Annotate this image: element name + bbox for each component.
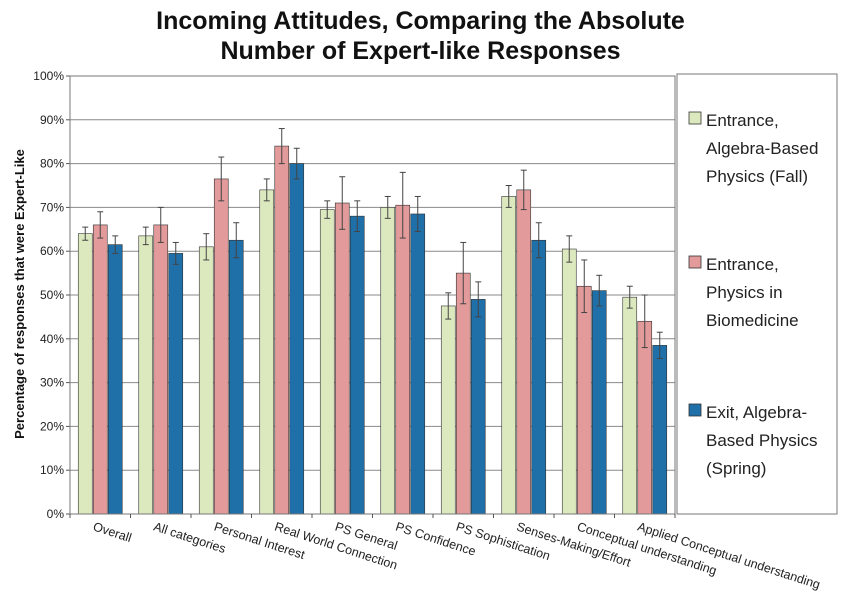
bar [395, 204, 411, 515]
y-tick-label: 70% [40, 200, 64, 214]
chart-title: Incoming Attitudes, Comparing the Absolu… [0, 6, 841, 66]
y-tick-label: 20% [40, 419, 64, 433]
legend-label: Biomedicine [706, 311, 799, 330]
bar [138, 235, 154, 515]
bar [349, 215, 365, 515]
legend-swatch [688, 403, 702, 417]
bar [622, 296, 638, 515]
y-tick-label: 10% [40, 463, 64, 477]
bar [228, 239, 244, 515]
bar [576, 285, 592, 515]
legend-label: Exit, Algebra- [706, 403, 807, 422]
legend-label: (Spring) [706, 459, 766, 478]
bar [410, 213, 426, 515]
bar [561, 248, 577, 515]
y-tick-label: 50% [40, 288, 64, 302]
y-tick-label: 40% [40, 332, 64, 346]
y-tick-label: 80% [40, 157, 64, 171]
bar [274, 145, 290, 515]
chart-title-line-2: Number of Expert-like Responses [220, 37, 621, 65]
x-tick-label: Overall [91, 520, 133, 546]
bar [591, 290, 607, 515]
bar [380, 207, 396, 515]
legend-box [676, 73, 838, 515]
bar [440, 305, 456, 515]
y-axis-label: Percentage of responses that were Expert… [12, 149, 27, 439]
y-tick-label: 100% [33, 69, 64, 83]
bar [289, 163, 305, 515]
bar [652, 345, 668, 515]
bar [531, 239, 547, 515]
bar [637, 320, 653, 515]
legend-swatch [688, 111, 702, 125]
y-tick-label: 60% [40, 244, 64, 258]
bar [153, 224, 169, 515]
y-tick-label: 90% [40, 113, 64, 127]
bar [107, 244, 123, 515]
legend-label: Algebra-Based [706, 139, 818, 158]
legend-label: Based Physics [706, 431, 818, 450]
bar [319, 209, 335, 515]
y-tick-label: 30% [40, 376, 64, 390]
legend-label: Physics in [706, 283, 783, 302]
bar [168, 253, 184, 515]
legend: Entrance, Algebra-Based Physics (Fall) Entr… [676, 73, 838, 515]
bar [92, 224, 108, 515]
legend-label: Entrance, [706, 255, 779, 274]
legend-swatch [688, 255, 702, 269]
legend-label: Physics (Fall) [706, 167, 808, 186]
bar [334, 202, 350, 515]
bar [516, 189, 532, 515]
bar [501, 196, 517, 515]
bar [455, 272, 471, 515]
bar [470, 299, 486, 515]
legend-label: Entrance, [706, 111, 779, 130]
chart-title-line-1: Incoming Attitudes, Comparing the Absolu… [156, 7, 685, 35]
bar [77, 233, 93, 515]
bar [198, 246, 214, 515]
bar [259, 189, 275, 515]
bar [213, 178, 229, 515]
bars [77, 128, 668, 515]
y-tick-label: 0% [47, 507, 65, 521]
